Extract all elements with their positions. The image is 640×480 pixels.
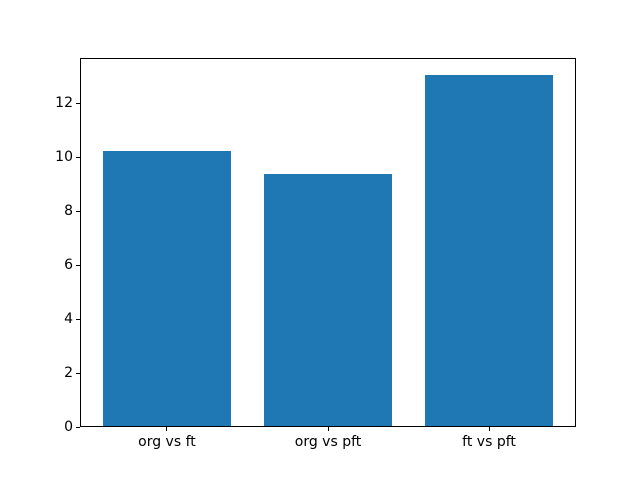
x-tick-label: org vs ft [138, 434, 196, 450]
y-tick-mark [76, 211, 80, 213]
y-tick-mark [76, 264, 80, 266]
bar-ft-vs-pft [424, 74, 554, 426]
y-tick-mark [76, 157, 80, 159]
y-tick-mark [76, 372, 80, 374]
y-tick-label: 12 [55, 95, 73, 112]
y-tick-label: 4 [64, 310, 73, 327]
bar-org-vs-pft [263, 174, 393, 426]
y-tick-label: 10 [55, 149, 73, 166]
bar-org-vs-ft [102, 151, 232, 426]
x-tick-label: ft vs pft [462, 434, 516, 450]
x-tick-label: org vs pft [294, 434, 362, 450]
plot-area [80, 58, 576, 427]
x-tick-mark [327, 427, 329, 431]
x-tick-mark [166, 427, 168, 431]
y-tick-label: 0 [64, 418, 73, 435]
y-tick-mark [76, 426, 80, 428]
y-tick-label: 6 [64, 256, 73, 273]
y-tick-label: 2 [64, 364, 73, 381]
y-tick-label: 8 [64, 203, 73, 220]
y-tick-mark [76, 318, 80, 320]
y-tick-mark [76, 103, 80, 105]
x-tick-mark [488, 427, 490, 431]
